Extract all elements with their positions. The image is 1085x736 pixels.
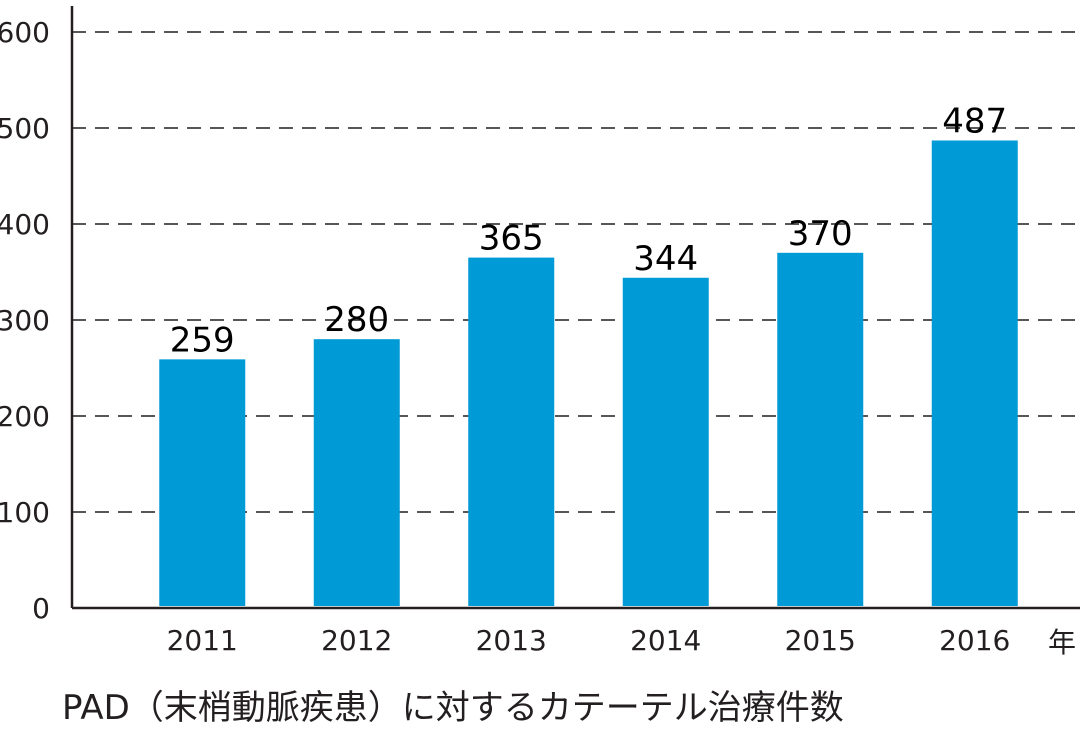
y-tick-label-300: 300 (0, 304, 50, 337)
bar-2014 (622, 277, 709, 606)
data-label-2013: 365 (479, 219, 544, 259)
y-tick-label-200: 200 (0, 400, 50, 433)
y-tick-label-0: 0 (32, 592, 50, 625)
axes (70, 6, 1080, 610)
bar-chart: 0 100 200 300 400 500 600 259 2011 280 2012 365 2013… (0, 6, 1080, 659)
y-tick-label-400: 400 (0, 208, 50, 241)
y-tick-label-500: 500 (0, 112, 50, 145)
data-label-2011: 259 (170, 320, 235, 360)
data-label-2012: 280 (324, 300, 389, 340)
chart-caption: PAD（末梢動脈疾患）に対するカテーテル治療件数 (62, 688, 844, 728)
x-tick-label-2014: 2014 (630, 624, 701, 657)
data-label-2014: 344 (633, 239, 698, 279)
bars (159, 140, 1018, 607)
bar-2015 (777, 252, 864, 607)
x-tick-label-2013: 2013 (476, 624, 547, 657)
y-tick-label-100: 100 (0, 496, 50, 529)
bar-2012 (313, 339, 400, 606)
data-label-2015: 370 (788, 214, 853, 254)
data-label-2016: 487 (942, 101, 1007, 141)
x-axis-unit-label: 年 (1048, 626, 1076, 659)
x-tick-label-2011: 2011 (167, 624, 238, 657)
bar-2011 (159, 359, 246, 606)
bar-2013 (468, 257, 555, 606)
x-tick-label-2015: 2015 (785, 624, 856, 657)
y-tick-label-600: 600 (0, 16, 50, 49)
bar-2016 (931, 140, 1018, 607)
x-tick-label-2016: 2016 (939, 624, 1010, 657)
x-tick-label-2012: 2012 (321, 624, 392, 657)
labels: 0 100 200 300 400 500 600 259 2011 280 2012 365 2013… (0, 16, 1076, 659)
